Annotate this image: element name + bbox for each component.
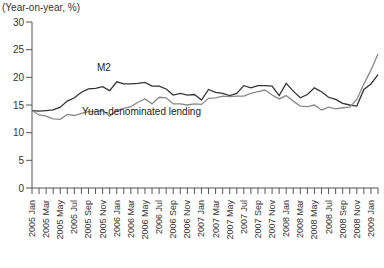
svg-text:2006 Jul: 2006 Jul (154, 200, 164, 234)
svg-text:2006 Sep: 2006 Sep (168, 200, 178, 239)
svg-text:2008 Nov: 2008 Nov (352, 200, 362, 239)
svg-text:2008 Sep: 2008 Sep (338, 200, 348, 239)
svg-text:2005 Jul: 2005 Jul (69, 200, 79, 234)
html-text:M2: M2 (97, 62, 111, 73)
svg-text:30: 30 (13, 17, 25, 28)
svg-text:2006 Jan: 2006 Jan (112, 200, 122, 237)
svg-text:15: 15 (13, 100, 25, 111)
svg-text:2008 Jul: 2008 Jul (324, 200, 334, 234)
svg-text:2005 Mar: 2005 Mar (41, 200, 51, 238)
svg-text:25: 25 (13, 44, 25, 55)
svg-text:2005 Nov: 2005 Nov (98, 200, 108, 239)
svg-text:0: 0 (18, 183, 24, 194)
html-text:(Year-on-year, %): (Year-on-year, %) (2, 2, 80, 13)
svg-text:2007 Sep: 2007 Sep (253, 200, 263, 239)
svg-text:2006 May: 2006 May (140, 200, 150, 240)
svg-text:2007 Jan: 2007 Jan (196, 200, 206, 237)
svg-text:2005 Jan: 2005 Jan (27, 200, 37, 237)
svg-text:2008 May: 2008 May (309, 200, 319, 240)
html-text:Yuan-denominated lending: Yuan-denominated lending (82, 106, 201, 117)
svg-text:10: 10 (13, 127, 25, 138)
svg-text:2007 Nov: 2007 Nov (267, 200, 277, 239)
svg-text:2007 May: 2007 May (225, 200, 235, 240)
svg-text:2005 May: 2005 May (55, 200, 65, 240)
svg-text:2005 Sep: 2005 Sep (83, 200, 93, 239)
svg-text:2008 Jan: 2008 Jan (281, 200, 291, 237)
svg-text:2006 Nov: 2006 Nov (182, 200, 192, 239)
svg-text:2007 Mar: 2007 Mar (211, 200, 221, 238)
svg-text:20: 20 (13, 72, 25, 83)
svg-text:2009 Jan: 2009 Jan (366, 200, 376, 237)
svg-text:2007 Jul: 2007 Jul (239, 200, 249, 234)
svg-text:2008 Mar: 2008 Mar (295, 200, 305, 238)
svg-text:5: 5 (18, 155, 24, 166)
svg-text:2006 Mar: 2006 Mar (126, 200, 136, 238)
